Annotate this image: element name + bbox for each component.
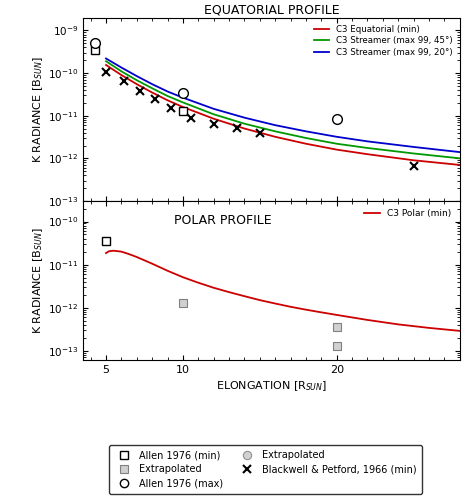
Y-axis label: K RADIANCE [B$_{SUN}$]: K RADIANCE [B$_{SUN}$]	[31, 227, 45, 334]
Text: POLAR PROFILE: POLAR PROFILE	[173, 214, 271, 227]
Legend: C3 Equatorial (min), C3 Streamer (max 99, 45°), C3 Streamer (max 99, 20°): C3 Equatorial (min), C3 Streamer (max 99…	[311, 22, 456, 59]
Legend: C3 Polar (min): C3 Polar (min)	[360, 206, 455, 222]
Y-axis label: K RADIANCE [B$_{SUN}$]: K RADIANCE [B$_{SUN}$]	[31, 56, 45, 163]
Legend: Allen 1976 (min), Extrapolated, Allen 1976 (max), Extrapolated, Blackwell & Petf: Allen 1976 (min), Extrapolated, Allen 19…	[109, 445, 422, 494]
X-axis label: ELONGATION [R$_{SUN}$]: ELONGATION [R$_{SUN}$]	[216, 380, 327, 393]
Title: EQUATORIAL PROFILE: EQUATORIAL PROFILE	[203, 4, 339, 17]
